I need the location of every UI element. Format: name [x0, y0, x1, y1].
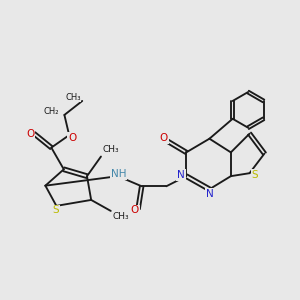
- Text: N: N: [177, 170, 185, 180]
- Text: O: O: [130, 205, 139, 215]
- Text: CH₃: CH₃: [102, 145, 119, 154]
- Text: S: S: [52, 205, 59, 215]
- Text: CH₃: CH₃: [112, 212, 129, 221]
- Text: O: O: [26, 129, 34, 139]
- Text: O: O: [160, 133, 168, 143]
- Text: CH₂: CH₂: [44, 107, 59, 116]
- Text: NH: NH: [111, 169, 126, 179]
- Text: N: N: [206, 189, 213, 199]
- Text: O: O: [68, 133, 76, 142]
- Text: CH₃: CH₃: [65, 93, 81, 102]
- Text: S: S: [252, 170, 258, 180]
